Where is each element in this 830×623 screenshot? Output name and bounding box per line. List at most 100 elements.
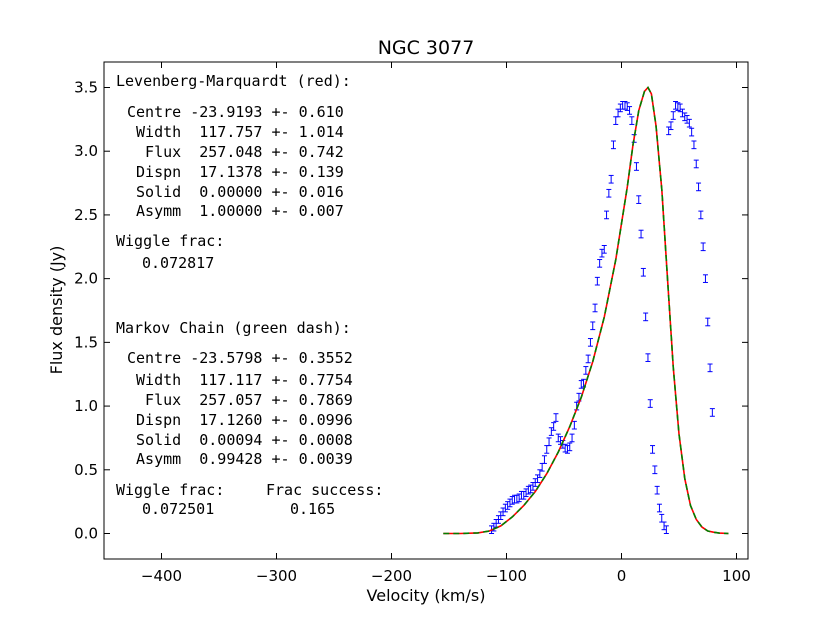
data-point xyxy=(523,488,529,498)
data-point xyxy=(668,121,674,131)
data-point xyxy=(555,433,561,443)
data-point xyxy=(505,501,511,510)
data-point xyxy=(587,338,593,347)
x-axis-ticks: −400 −300 −200 −100 0 100 xyxy=(141,62,751,585)
x-axis-label: Velocity (km/s) xyxy=(367,586,486,605)
data-point xyxy=(507,498,513,508)
x-tick-label: 100 xyxy=(722,567,751,585)
mcmc-fit-line xyxy=(443,86,729,535)
y-tick-label: 0.5 xyxy=(74,461,98,479)
mc-row-width: Width 117.117 +- 0.7754 xyxy=(127,371,353,389)
data-point xyxy=(516,493,522,503)
data-point xyxy=(700,242,706,252)
mc-row-flux: Flux 257.057 +- 0.7869 xyxy=(127,391,353,409)
data-point xyxy=(601,245,607,254)
data-point xyxy=(696,182,702,192)
lm-wiggle-label: Wiggle frac: xyxy=(116,232,224,250)
data-point xyxy=(551,422,557,431)
lm-row-solid: Solid 0.00000 +- 0.016 xyxy=(127,183,344,201)
data-point xyxy=(686,118,692,128)
y-axis-label: Flux density (Jy) xyxy=(47,246,66,375)
data-point xyxy=(553,413,559,422)
data-point xyxy=(597,259,603,268)
data-point xyxy=(592,303,598,313)
data-point xyxy=(610,140,616,150)
mc-header: Markov Chain (green dash): xyxy=(116,319,351,337)
lm-row-flux: Flux 257.048 +- 0.742 xyxy=(127,143,344,161)
data-point xyxy=(691,140,697,150)
mc-row-dispn: Dispn 17.1260 +- 0.0996 xyxy=(127,411,353,429)
y-tick-label: 2.0 xyxy=(74,270,98,288)
x-tick-label: −200 xyxy=(371,567,412,585)
data-point xyxy=(666,126,672,136)
data-point xyxy=(705,317,711,327)
data-point xyxy=(656,503,662,513)
x-tick-label: −400 xyxy=(141,567,182,585)
y-tick-label: 1.0 xyxy=(74,397,98,415)
y-tick-label: 2.5 xyxy=(74,206,98,224)
data-point xyxy=(627,106,633,115)
data-point xyxy=(663,525,669,535)
data-point xyxy=(583,366,589,375)
lm-header: Levenberg-Marquardt (red): xyxy=(116,72,351,90)
data-point xyxy=(636,195,642,204)
y-tick-label: 0.0 xyxy=(74,525,98,543)
mc-wiggle-value: 0.072501 xyxy=(142,500,214,518)
data-point xyxy=(689,127,695,137)
data-point xyxy=(521,490,527,500)
data-point xyxy=(654,485,660,495)
data-point xyxy=(528,484,534,494)
data-point xyxy=(615,108,621,118)
data-point xyxy=(640,267,646,277)
lm-row-width: Width 117.757 +- 1.014 xyxy=(127,123,344,141)
data-point xyxy=(567,442,573,452)
mc-row-centre: Centre -23.5798 +- 0.3552 xyxy=(127,349,353,367)
data-point xyxy=(682,112,688,122)
data-point xyxy=(709,408,715,417)
data-point xyxy=(698,210,704,220)
data-point xyxy=(652,465,658,475)
chart-title: NGC 3077 xyxy=(378,37,475,59)
data-point xyxy=(645,353,651,362)
data-point xyxy=(548,427,554,436)
plot-background xyxy=(104,62,748,559)
data-point xyxy=(546,437,552,447)
y-axis-ticks: 0.0 0.5 1.0 1.5 2.0 2.5 3.0 3.5 xyxy=(74,78,748,543)
plot-frame xyxy=(103,61,749,560)
lm-row-asymm: Asymm 1.00000 +- 0.007 xyxy=(127,202,344,220)
data-point xyxy=(643,312,649,322)
y-tick-label: 1.5 xyxy=(74,333,98,351)
y-tick-label: 3.5 xyxy=(74,78,98,96)
data-point xyxy=(677,103,683,113)
data-point xyxy=(707,363,713,373)
frac-success-label: Frac success: xyxy=(266,481,383,499)
data-point xyxy=(702,274,708,283)
mc-row-solid: Solid 0.00094 +- 0.0008 xyxy=(127,431,353,449)
data-point xyxy=(629,116,635,125)
data-point xyxy=(606,188,612,198)
y-tick-label: 3.0 xyxy=(74,142,98,160)
data-point xyxy=(502,503,508,513)
x-tick-label: −100 xyxy=(486,567,527,585)
fit-annotations: Levenberg-Marquardt (red): Centre -23.91… xyxy=(116,72,383,518)
data-point xyxy=(594,276,600,286)
lm-row-dispn: Dispn 17.1378 +- 0.139 xyxy=(127,163,344,181)
data-point xyxy=(590,321,596,331)
frac-success-value: 0.165 xyxy=(290,500,335,518)
data-point xyxy=(564,445,570,454)
x-tick-label: 0 xyxy=(617,567,627,585)
data-point xyxy=(535,474,541,484)
data-point xyxy=(670,111,676,120)
lm-row-centre: Centre -23.9193 +- 0.610 xyxy=(127,103,344,121)
x-tick-label: −300 xyxy=(256,567,297,585)
plot-area: −400 −300 −200 −100 0 100 0.0 0.5 1.0 1.5 2.0 2.5 3… xyxy=(74,61,751,585)
data-point xyxy=(647,399,653,408)
mc-wiggle-label: Wiggle frac: xyxy=(116,481,224,499)
data-point xyxy=(585,354,591,364)
data-point xyxy=(604,210,610,220)
data-point xyxy=(541,455,547,464)
data-point xyxy=(617,103,623,113)
data-point xyxy=(608,174,614,184)
lm-wiggle-value: 0.072817 xyxy=(142,254,214,272)
